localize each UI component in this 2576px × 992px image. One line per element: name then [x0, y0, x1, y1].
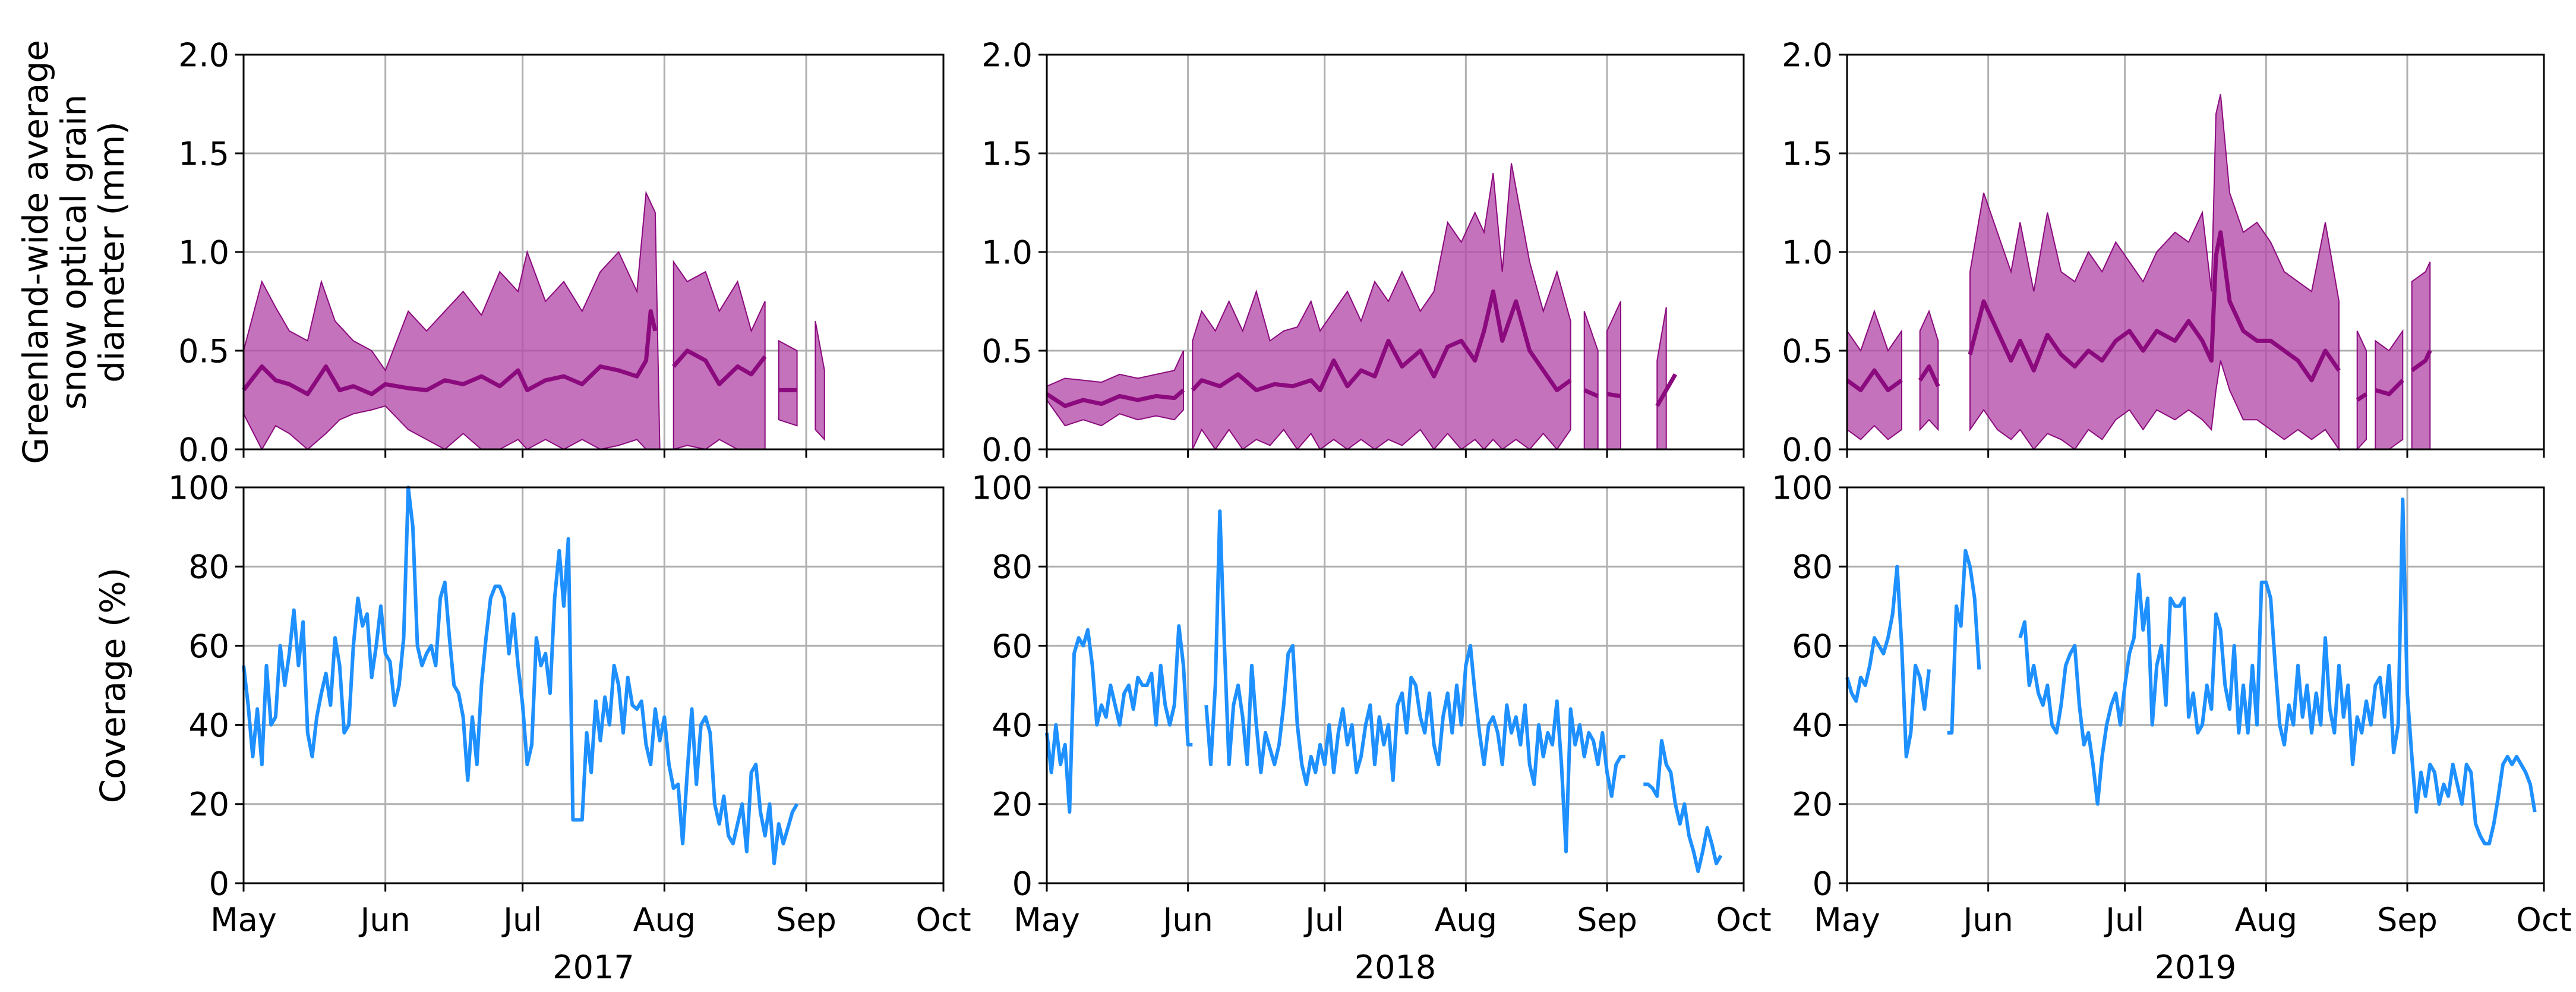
grain-spread-band	[1656, 307, 1667, 450]
y-tick-label: 100	[1772, 469, 1833, 506]
grain-spread-band	[673, 260, 766, 451]
y-tick-label: 20	[188, 786, 229, 823]
x-tick-label: Aug	[2235, 901, 2297, 939]
axes-frame	[1846, 486, 2545, 884]
grain-spread-band	[815, 321, 825, 441]
panels: 0.0 0.5 1.0 1.5 2.0 0 20 40 60 80 100 May Jun Jul Aug S…	[168, 36, 2572, 986]
y-tick-label: 1.5	[1782, 135, 1833, 172]
x-tick-label: Aug	[633, 901, 696, 939]
panel-2019: 0.0 0.5 1.0 1.5 2.0 0 20 40 60 80 100 May Jun Jul Aug S…	[1772, 36, 2572, 986]
coverage-axes-2019: 0 20 40 60 80 100 May Jun Jul Aug Sep Oct 2019	[1772, 469, 2572, 986]
x-tick-label: May	[1014, 901, 1080, 939]
grain-axes-2017: 0.0 0.5 1.0 1.5 2.0	[178, 36, 945, 468]
y-tick-label: 40	[1792, 707, 1833, 744]
gridlines	[242, 486, 945, 884]
year-label: 2018	[1355, 949, 1436, 986]
y-tick-label: 1.0	[1782, 234, 1833, 271]
y-tick-label: 40	[188, 707, 229, 744]
x-tick-label: Sep	[2377, 901, 2438, 939]
grain-spread-band	[778, 339, 798, 427]
x-tick-label: Oct	[916, 901, 971, 939]
grain-y-label-line: diameter (mm)	[91, 121, 132, 383]
y-tick-label: 0.0	[178, 431, 229, 468]
grain-mean-line	[1845, 230, 2432, 402]
y-tick-label: 60	[188, 628, 229, 665]
y-tick-label: 40	[992, 707, 1033, 744]
y-tick-label: 60	[1792, 628, 1833, 665]
grain-axes-2018: 0.0 0.5 1.0 1.5 2.0	[981, 36, 1745, 468]
x-tick-label: Jun	[1161, 901, 1213, 939]
y-tick-label: 80	[188, 549, 229, 586]
panel-2017: 0.0 0.5 1.0 1.5 2.0 0 20 40 60 80 100 May Jun Jul Aug S…	[168, 36, 971, 986]
y-tick-label: 80	[1792, 549, 1833, 586]
y-tick-label: 20	[1792, 786, 1833, 823]
grain-spread-band	[1046, 350, 1184, 427]
grain-spread-band	[1969, 94, 2340, 452]
x-tick-label: Jul	[501, 901, 542, 939]
y-tick-label: 0	[1012, 865, 1033, 902]
y-tick-label: 1.0	[178, 234, 229, 271]
year-label: 2019	[2155, 949, 2236, 986]
grain-mean-line	[1046, 289, 1678, 408]
x-tick-label: Jul	[1303, 901, 1344, 939]
y-tick-label: 60	[992, 628, 1033, 665]
grain-spread-band	[1846, 309, 1902, 440]
x-tick-label: Sep	[776, 901, 836, 939]
grain-axes-2019: 0.0 0.5 1.0 1.5 2.0	[1782, 36, 2545, 468]
y-tick-label: 0.5	[1782, 332, 1833, 370]
grain-spread-band	[1192, 163, 1571, 451]
y-tick-label: 100	[168, 469, 229, 506]
x-tick-label: Aug	[1435, 901, 1497, 939]
grain-y-label-line: Greenland-wide average	[15, 40, 56, 464]
panel-2018: 0.0 0.5 1.0 1.5 2.0 0 20 40 60 80 100 May Jun Jul Aug S…	[971, 36, 1772, 986]
y-tick-label: 0	[209, 865, 229, 902]
x-tick-label: May	[1814, 901, 1880, 939]
y-tick-label: 0.5	[981, 332, 1033, 370]
y-tick-label: 1.5	[981, 135, 1033, 172]
coverage-line	[1845, 497, 2537, 846]
gridlines	[1846, 486, 2545, 884]
y-tick-label: 0.0	[981, 431, 1033, 468]
grain-spread-band	[1606, 301, 1621, 450]
grain-y-label-line: snow optical grain	[53, 95, 94, 410]
y-tick-label: 2.0	[178, 36, 229, 74]
y-tick-label: 2.0	[981, 36, 1033, 74]
y-tick-label: 20	[992, 786, 1033, 823]
x-tick-label: Sep	[1577, 901, 1637, 939]
grain-spread-band	[243, 190, 661, 451]
coverage-y-label-line: Coverage (%)	[93, 568, 133, 804]
coverage-axes-2018: 0 20 40 60 80 100 May Jun Jul Aug Sep Oct 2018	[971, 469, 1772, 986]
x-tick-label: May	[210, 901, 277, 939]
y-tick-label: 80	[992, 549, 1033, 586]
y-tick-label: 0.0	[1782, 431, 1833, 468]
coverage-axes-2017: 0 20 40 60 80 100 May Jun Jul Aug Sep Oct 2017	[168, 469, 971, 986]
year-label: 2017	[553, 949, 634, 986]
grain-spread-band	[1583, 311, 1599, 450]
axes-frame	[242, 486, 945, 884]
y-tick-label: 0.5	[178, 332, 229, 370]
x-tick-label: Oct	[2516, 901, 2571, 939]
y-tick-label: 1.5	[178, 135, 229, 172]
x-tick-label: Jun	[1961, 901, 2013, 939]
coverage-y-axis-label: Coverage (%)	[93, 568, 133, 804]
coverage-line	[242, 486, 799, 865]
y-tick-label: 100	[971, 469, 1033, 506]
grain-spread-band	[2356, 330, 2367, 451]
y-tick-label: 2.0	[1782, 36, 1833, 74]
y-tick-label: 1.0	[981, 234, 1033, 271]
x-tick-label: Jun	[358, 901, 410, 939]
y-tick-label: 0	[1813, 865, 1833, 902]
x-tick-label: Jul	[2104, 901, 2144, 939]
x-tick-label: Oct	[1716, 901, 1771, 939]
axes-frame	[1046, 486, 1745, 884]
coverage-line	[1045, 509, 1723, 873]
